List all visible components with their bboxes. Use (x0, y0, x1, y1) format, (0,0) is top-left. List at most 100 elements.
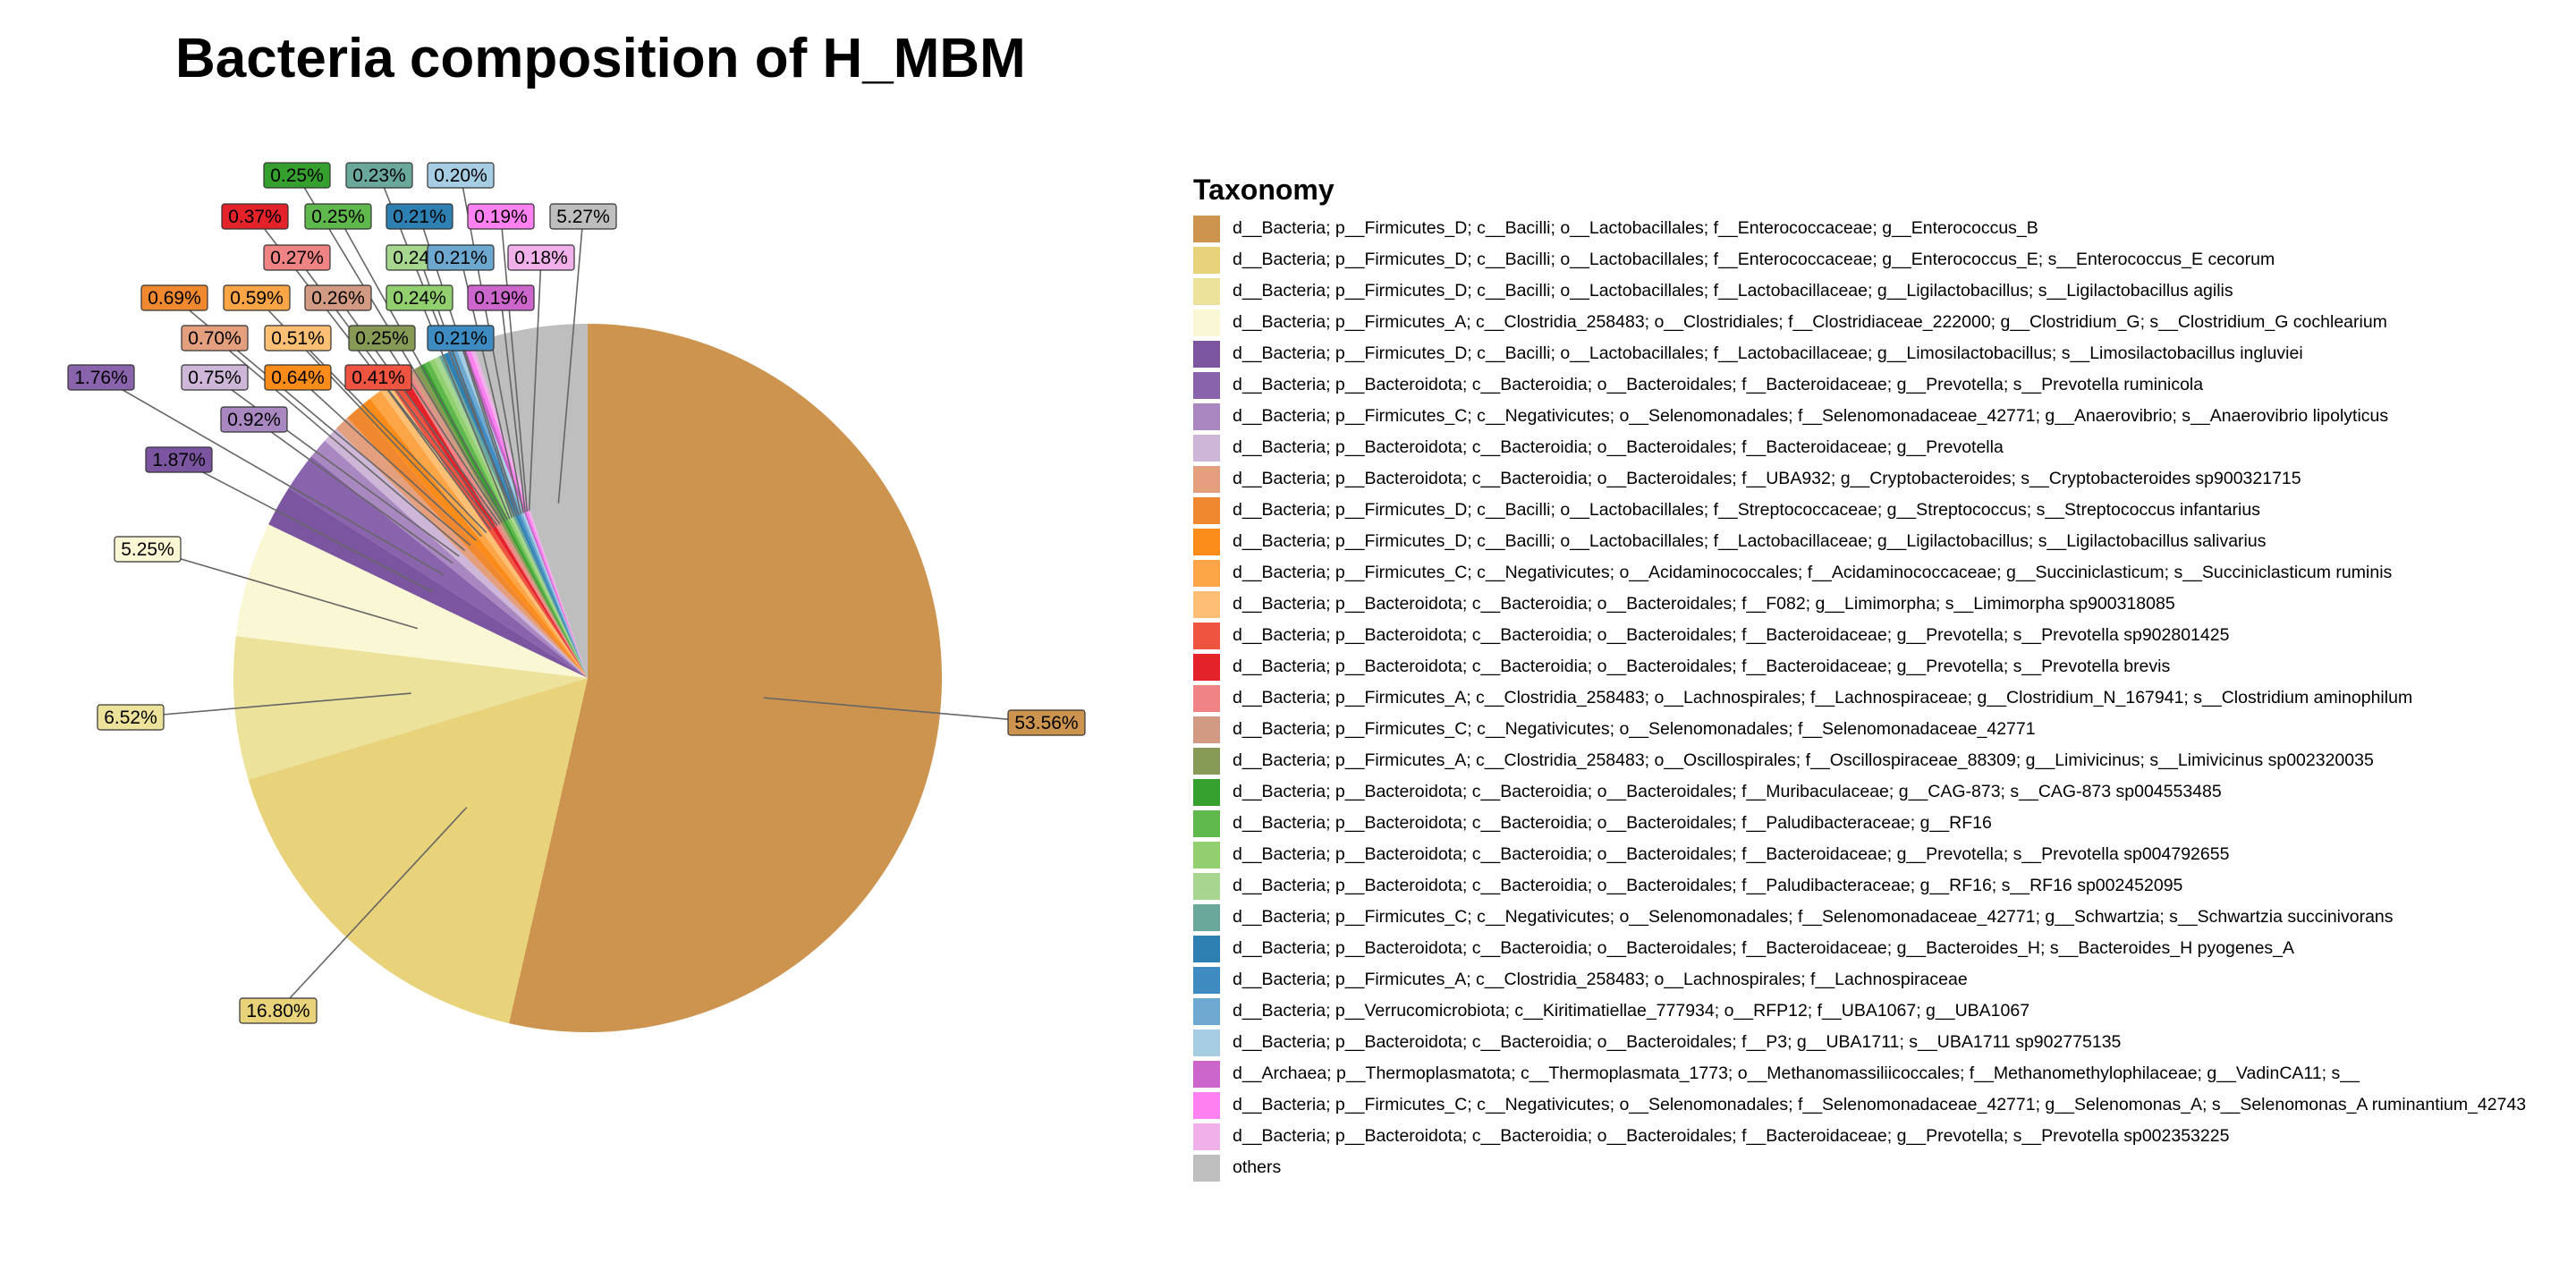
legend-item: d__Bacteria; p__Firmicutes_C; c__Negativ… (1193, 902, 2526, 933)
legend-label: d__Bacteria; p__Firmicutes_A; c__Clostri… (1233, 750, 2374, 770)
legend-swatch (1193, 935, 1220, 962)
legend-label: d__Bacteria; p__Bacteroidota; c__Bactero… (1233, 813, 1992, 833)
chart-title: Bacteria composition of H_MBM (175, 28, 1026, 89)
legend-swatch (1193, 340, 1220, 368)
legend-swatch (1193, 1060, 1220, 1088)
leader-line (763, 697, 1047, 724)
legend-swatch (1193, 809, 1220, 837)
legend-swatch (1193, 1091, 1220, 1119)
slice-label-box (264, 364, 332, 391)
slice-label: 0.19% (467, 203, 535, 230)
legend-item: d__Bacteria; p__Bacteroidota; c__Bactero… (1193, 369, 2526, 401)
legend-label: d__Bacteria; p__Bacteroidota; c__Bactero… (1233, 1032, 2122, 1052)
legend-label: d__Bacteria; p__Bacteroidota; c__Bactero… (1233, 876, 2183, 895)
slice-label-text: 0.69% (148, 288, 201, 309)
slice-label: 0.69% (140, 284, 208, 311)
legend-swatch (1193, 215, 1220, 242)
legend-item: d__Bacteria; p__Firmicutes_C; c__Negativ… (1193, 1089, 2526, 1121)
legend-swatch (1193, 465, 1220, 493)
slice-label: 1.76% (67, 364, 135, 391)
pie-slice (424, 360, 588, 678)
slice-label-box (67, 364, 135, 391)
slice-label-box (221, 203, 289, 230)
legend-label: d__Bacteria; p__Bacteroidota; c__Bactero… (1233, 844, 2230, 864)
legend-label: d__Bacteria; p__Bacteroidota; c__Bactero… (1233, 594, 2175, 614)
legend-swatch (1193, 872, 1220, 900)
slice-label-box (145, 446, 213, 473)
slice-label-text: 0.23% (352, 165, 406, 186)
pie-slice (464, 343, 588, 678)
leader-line (130, 692, 411, 718)
slice-label-box (223, 284, 291, 311)
leader-line (178, 459, 434, 593)
pie-slice (452, 349, 588, 678)
legend-label: others (1233, 1157, 1282, 1177)
slice-label-text: 0.75% (188, 368, 242, 388)
legend-label: d__Bacteria; p__Firmicutes_A; c__Clostri… (1233, 688, 2413, 708)
slice-label: 0.21% (427, 325, 495, 352)
legend-label: d__Bacteria; p__Firmicutes_D; c__Bacilli… (1233, 500, 2260, 520)
slice-label-text: 16.80% (246, 1001, 309, 1021)
legend-swatch (1193, 559, 1220, 587)
slice-label: 53.56% (1007, 709, 1086, 736)
slice-label-text: 0.26% (311, 288, 365, 309)
legend-label: d__Bacteria; p__Bacteroidota; c__Bactero… (1233, 375, 2204, 394)
pie-slice (268, 487, 588, 678)
slice-label-text: 0.21% (434, 328, 487, 349)
pie-slice (444, 352, 588, 678)
slice-label-text: 5.25% (121, 539, 174, 560)
pie-slice (248, 678, 588, 1024)
legend-swatch (1193, 1029, 1220, 1056)
slice-label-text: 0.21% (393, 207, 446, 227)
legend-item: d__Bacteria; p__Firmicutes_D; c__Bacilli… (1193, 495, 2526, 526)
slice-label-box (264, 325, 332, 352)
slice-label: 0.41% (344, 364, 412, 391)
leader-line (337, 216, 508, 521)
legend-label: d__Bacteria; p__Firmicutes_D; c__Bacilli… (1233, 281, 2233, 301)
pie-slice (288, 456, 588, 678)
slice-label-box (427, 244, 495, 271)
pie-slice (434, 356, 588, 678)
slice-label: 0.25% (304, 203, 372, 230)
slice-label: 0.18% (507, 244, 575, 271)
legend-swatch (1193, 1123, 1220, 1150)
slice-label: 0.92% (220, 406, 288, 433)
legend-label: d__Bacteria; p__Firmicutes_D; c__Bacilli… (1233, 343, 2303, 363)
slice-label-text: 0.41% (352, 368, 405, 388)
pie-slice (235, 524, 588, 678)
legend-item: d__Bacteria; p__Firmicutes_D; c__Bacilli… (1193, 338, 2526, 369)
legend-label: d__Bacteria; p__Firmicutes_C; c__Negativ… (1233, 719, 2036, 739)
legend-item: d__Bacteria; p__Bacteroidota; c__Bactero… (1193, 432, 2526, 463)
legend-swatch (1193, 966, 1220, 994)
legend-label: d__Bacteria; p__Bacteroidota; c__Bactero… (1233, 437, 2004, 457)
legend-swatch (1193, 590, 1220, 618)
legend-title: Taxonomy (1193, 174, 1335, 206)
slice-label-box (220, 406, 288, 433)
slice-label-box (181, 325, 249, 352)
slice-label: 0.24% (386, 284, 453, 311)
legend-item: d__Bacteria; p__Firmicutes_C; c__Negativ… (1193, 714, 2526, 745)
slice-label-box (140, 284, 208, 311)
slice-label-box (263, 244, 331, 271)
legend-swatch (1193, 402, 1220, 430)
legend-swatch (1193, 277, 1220, 305)
legend-label: d__Bacteria; p__Bacteroidota; c__Bactero… (1233, 625, 2230, 645)
legend: Taxonomy d__Bacteria; p__Firmicutes_D; c… (1193, 170, 2526, 1183)
slice-label-text: 1.87% (152, 450, 206, 470)
legend-label: d__Bacteria; p__Firmicutes_C; c__Negativ… (1233, 406, 2389, 426)
legend-item: d__Bacteria; p__Bacteroidota; c__Bactero… (1193, 1121, 2526, 1152)
leader-line (297, 377, 477, 541)
slice-label-box (181, 364, 249, 391)
legend-item: d__Bacteria; p__Firmicutes_D; c__Bacilli… (1193, 526, 2526, 557)
pie-slice (311, 440, 588, 678)
legend-swatch (1193, 997, 1220, 1025)
pie-slice (509, 324, 942, 1032)
slice-label: 0.59% (223, 284, 291, 311)
slice-label-text: 0.92% (227, 410, 281, 430)
legend-label: d__Bacteria; p__Firmicutes_A; c__Clostri… (1233, 312, 2387, 332)
legend-item: d__Bacteria; p__Bacteroidota; c__Bactero… (1193, 839, 2526, 870)
slice-label: 0.26% (304, 284, 372, 311)
legend-label: d__Bacteria; p__Firmicutes_A; c__Clostri… (1233, 970, 1968, 989)
slice-label-box (304, 284, 372, 311)
slice-label: 0.51% (264, 325, 332, 352)
